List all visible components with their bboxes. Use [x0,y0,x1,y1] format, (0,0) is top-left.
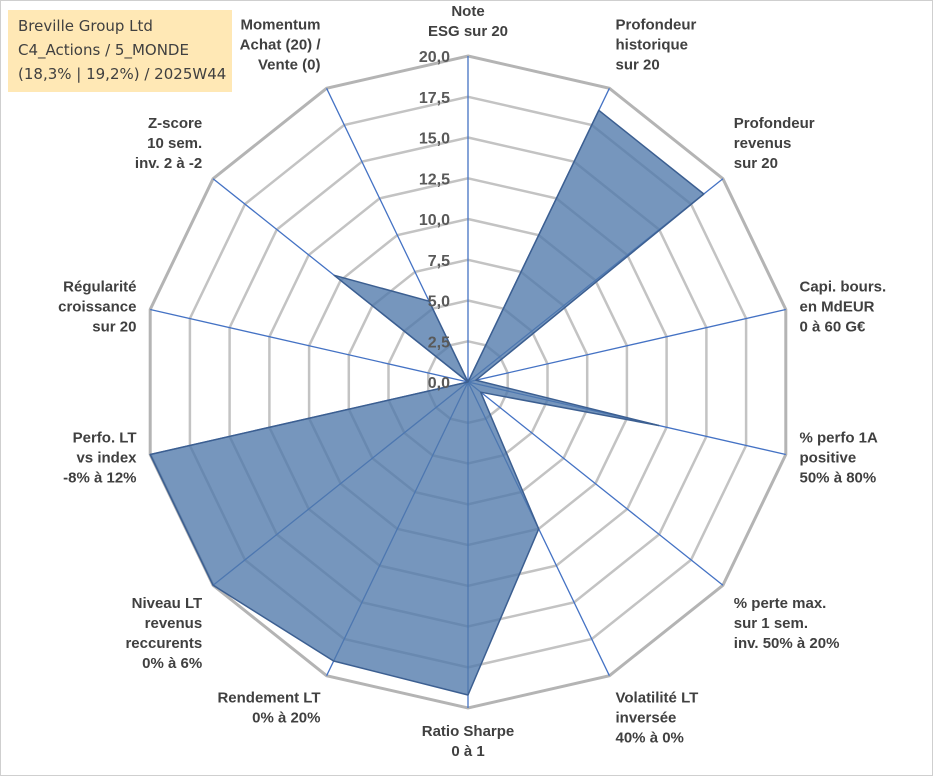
axis-label-line: Profondeur [616,17,697,34]
axis-label-line: inv. 2 à -2 [135,155,202,172]
axis-label-line: Z-score [148,115,202,132]
axis-label-line: 0% à 20% [252,709,320,726]
axis-label-line: revenus [734,135,792,152]
tick-labels: 0,0 2,5 5,0 7,5 10,0 12,5 15,0 17,5 20,0 [419,49,450,392]
axis-label-line: Momentum [241,17,321,34]
company-name: Breville Group Ltd [18,17,153,35]
tick-label: 15,0 [419,131,450,148]
tick-label: 10,0 [419,212,450,229]
info-box: Breville Group Ltd C4_Actions / 5_MONDE … [8,10,232,92]
tick-label: 5,0 [428,294,450,311]
axis-spoke [467,308,786,383]
axis-spoke [467,381,724,586]
axis-label-line: inversée [616,709,677,726]
axis-label: Volatilité LT inversée 40% à 0% [616,689,699,746]
axis-label-line: reccurents [125,635,202,652]
axis-label-line: 0 à 1 [451,743,484,760]
axis-label-line: 10 sem. [147,135,202,152]
axis-label-line: Note [451,3,484,20]
axis-label-line: Volatilité LT [616,689,699,706]
axis-label-line: Perfo. LT [73,430,137,447]
axis-label-line: 0 à 60 G€ [800,318,867,335]
series-area [149,109,705,696]
axis-label-line: 50% à 80% [800,470,877,487]
axis-label: Momentum Achat (20) / Vente (0) [240,17,322,74]
axis-label-line: inv. 50% à 20% [734,635,840,652]
axis-label-line: 0% à 6% [142,655,202,672]
tick-label: 0,0 [428,375,450,392]
axis-label: Profondeur revenus sur 20 [734,115,815,172]
axis-label-line: Profondeur [734,115,815,132]
axis-label-line: historique [616,37,689,54]
axis-label: Perfo. LT vs index -8% à 12% [63,430,137,487]
data-series [149,109,705,696]
axis-label: % perfo 1A positive 50% à 80% [800,430,879,487]
axis-label-line: sur 20 [616,57,660,74]
axis-label: Note ESG sur 20 [428,3,508,40]
axis-label: Capi. bours. en MdEUR 0 à 60 G€ [800,278,887,335]
axis-label: Niveau LT revenus reccurents 0% à 6% [125,595,202,672]
axis-labels: Note ESG sur 20 Profondeur historique sur 20… [58,3,886,760]
axis-label-line: % perfo 1A [800,430,879,447]
axis-label-line: ESG sur 20 [428,23,508,40]
axis-label-line: sur 20 [734,155,778,172]
axis-label: Z-score 10 sem. inv. 2 à -2 [135,115,202,172]
axis-label: Profondeur historique sur 20 [616,17,697,74]
axis-label-line: Niveau LT [132,595,203,612]
axis-label-line: sur 1 sem. [734,615,808,632]
performance-stats: (18,3% | 19,2%) / 2025W44 [18,65,227,83]
axis-label-line: Capi. bours. [800,278,887,295]
tick-label: 2,5 [428,334,450,351]
tick-label: 12,5 [419,171,450,188]
axis-label-line: % perte max. [734,595,827,612]
axis-label-line: -8% à 12% [63,470,136,487]
axis-label-line: vs index [76,450,137,467]
axis-label: Rendement LT 0% à 20% [217,689,320,726]
axis-label: % perte max. sur 1 sem. inv. 50% à 20% [734,595,840,652]
axis-label-line: en MdEUR [800,298,875,315]
tick-label: 7,5 [428,253,450,270]
axis-label-line: sur 20 [92,318,136,335]
axis-label-line: Régularité [63,278,136,295]
tick-label: 20,0 [419,49,450,66]
axis-label-line: Vente (0) [258,57,321,74]
axis-label-line: Ratio Sharpe [422,723,515,740]
axis-label-line: croissance [58,298,136,315]
axis-spoke [150,308,469,383]
tick-label: 17,5 [419,90,450,107]
axis-label-line: Achat (20) / [240,37,322,54]
axis-label: Ratio Sharpe 0 à 1 [422,723,515,760]
axis-label-line: revenus [145,615,203,632]
axis-label-line: 40% à 0% [616,729,684,746]
axis-label: Régularité croissance sur 20 [58,278,136,335]
axis-label-line: Rendement LT [217,689,320,706]
axis-label-line: positive [800,450,857,467]
portfolio-name: C4_Actions / 5_MONDE [18,41,189,59]
